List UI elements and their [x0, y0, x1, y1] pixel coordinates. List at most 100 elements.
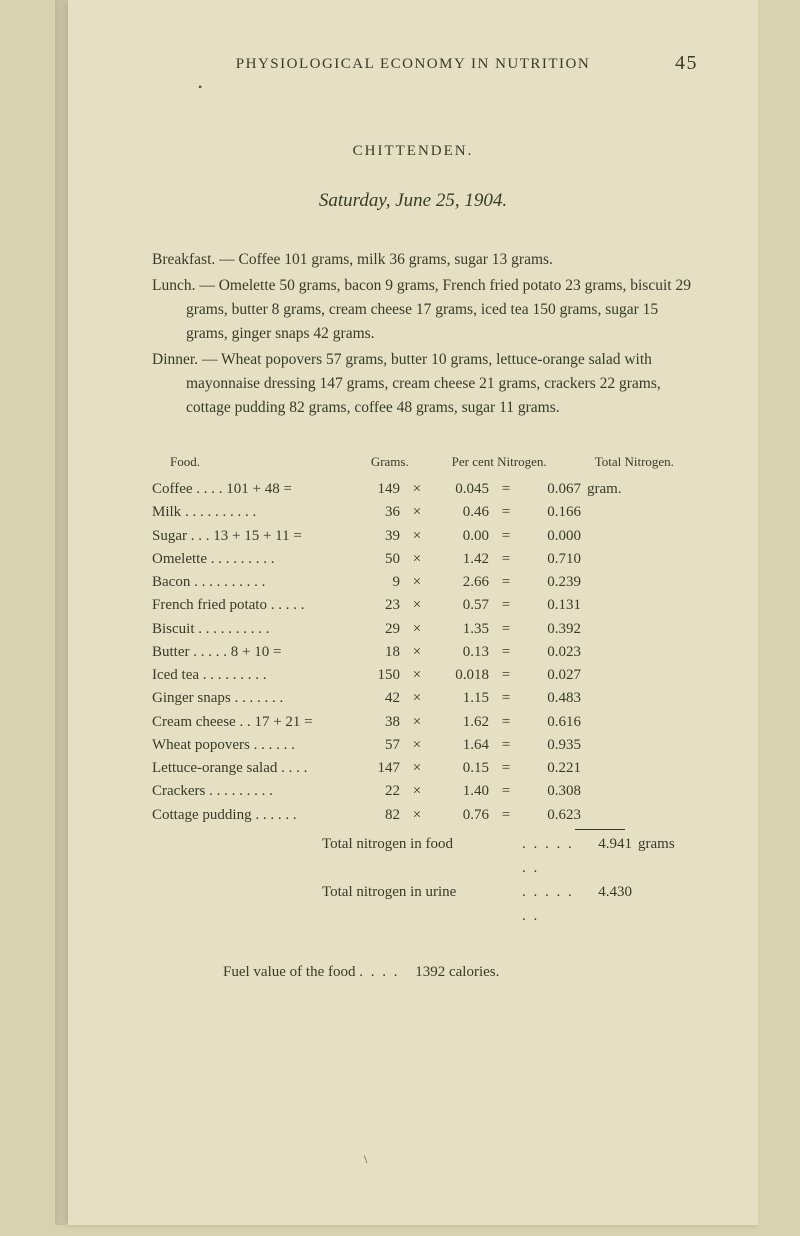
- cell-grams: 9: [360, 571, 400, 594]
- th-total: Total Nitrogen.: [571, 454, 698, 470]
- table-row: Ginger snaps . . . . . . .42×1.15=0.483: [152, 687, 698, 710]
- cell-percent-nitrogen: 0.15: [434, 757, 489, 780]
- food-name: Butter: [152, 644, 190, 660]
- times-symbol: ×: [400, 664, 434, 687]
- times-symbol: ×: [400, 548, 434, 571]
- cell-total-nitrogen: 0.616: [523, 711, 581, 734]
- food-calc: . . 13 + 15 + 11 =: [195, 528, 302, 544]
- table-row: Lettuce-orange salad . . . .147×0.15=0.2…: [152, 757, 698, 780]
- food-name: Cottage pudding: [152, 807, 252, 823]
- fuel-label: Fuel value of the food: [223, 964, 355, 980]
- page: PHYSIOLOGICAL ECONOMY IN NUTRITION 45 • …: [68, 0, 758, 1225]
- food-calc: . . . . .: [267, 597, 305, 613]
- equals-symbol: =: [489, 687, 523, 710]
- date-line: Saturday, June 25, 1904.: [68, 190, 758, 212]
- meal-label: Dinner.: [152, 351, 198, 368]
- cell-food: Milk . . . . . . . . . .: [152, 501, 360, 524]
- cell-grams: 36: [360, 501, 400, 524]
- equals-symbol: =: [489, 641, 523, 664]
- food-name: Cream cheese .: [152, 714, 243, 730]
- times-symbol: ×: [400, 571, 434, 594]
- cell-percent-nitrogen: 1.62: [434, 711, 489, 734]
- leader-dots: . . . . . . .: [522, 832, 580, 880]
- cell-percent-nitrogen: 0.46: [434, 501, 489, 524]
- cell-food: Butter . . . . . 8 + 10 =: [152, 641, 360, 664]
- times-symbol: ×: [400, 780, 434, 803]
- total-value: 4.430: [580, 880, 632, 928]
- cell-food: Cottage pudding . . . . . .: [152, 804, 360, 827]
- cell-grams: 82: [360, 804, 400, 827]
- cell-percent-nitrogen: 1.15: [434, 687, 489, 710]
- food-name: Omelette: [152, 551, 207, 567]
- cell-food: Sugar . . . 13 + 15 + 11 =: [152, 525, 360, 548]
- times-symbol: ×: [400, 804, 434, 827]
- fuel-line: Fuel value of the food . . . . 1392 calo…: [223, 964, 758, 981]
- table-row: Butter . . . . . 8 + 10 =18×0.13=0.023: [152, 641, 698, 664]
- times-symbol: ×: [400, 478, 434, 501]
- equals-symbol: =: [489, 711, 523, 734]
- meal-lunch: Lunch. — Omelette 50 grams, bacon 9 gram…: [186, 274, 692, 346]
- equals-symbol: =: [489, 780, 523, 803]
- cell-percent-nitrogen: 0.00: [434, 525, 489, 548]
- equals-symbol: =: [489, 501, 523, 524]
- cell-percent-nitrogen: 0.018: [434, 664, 489, 687]
- food-calc: . . . . . . .: [231, 690, 284, 706]
- times-symbol: ×: [400, 618, 434, 641]
- table-row: Cottage pudding . . . . . .82×0.76=0.623: [152, 804, 698, 827]
- cell-total-nitrogen: 0.308: [523, 780, 581, 803]
- running-head: PHYSIOLOGICAL ECONOMY IN NUTRITION 45: [68, 56, 758, 73]
- times-symbol: ×: [400, 757, 434, 780]
- cell-percent-nitrogen: 1.42: [434, 548, 489, 571]
- equals-symbol: =: [489, 734, 523, 757]
- leader-dots: . . . .: [359, 964, 405, 980]
- cell-total-nitrogen: 0.000: [523, 525, 581, 548]
- equals-symbol: =: [489, 478, 523, 501]
- cell-total-nitrogen: 0.067: [523, 478, 581, 501]
- food-calc: . . . . . . . . .: [207, 551, 275, 567]
- cell-percent-nitrogen: 0.045: [434, 478, 489, 501]
- totals-block: Total nitrogen in food . . . . . . . 4.9…: [322, 832, 698, 928]
- equals-symbol: =: [489, 594, 523, 617]
- food-name: Ginger snaps: [152, 690, 231, 706]
- stray-mark: \: [364, 1152, 367, 1167]
- table-row: Sugar . . . 13 + 15 + 11 =39×0.00=0.000: [152, 525, 698, 548]
- table-row: Coffee . . . . 101 + 48 =149×0.045=0.067…: [152, 478, 698, 501]
- page-number: 45: [675, 52, 698, 75]
- leader-dots: . . . . . . .: [522, 880, 580, 928]
- th-grams: Grams.: [371, 454, 428, 470]
- table-row: Bacon . . . . . . . . . .9×2.66=0.239: [152, 571, 698, 594]
- cell-total-nitrogen: 0.483: [523, 687, 581, 710]
- food-calc: . . . . . .: [250, 737, 295, 753]
- cell-grams: 42: [360, 687, 400, 710]
- fuel-value: 1392 calories.: [415, 964, 499, 980]
- th-pcn: Per cent Nitrogen.: [428, 454, 571, 470]
- food-name: Wheat popovers: [152, 737, 250, 753]
- cell-total-nitrogen: 0.239: [523, 571, 581, 594]
- table-row: Iced tea . . . . . . . . .150×0.018=0.02…: [152, 664, 698, 687]
- table-row: Crackers . . . . . . . . .22×1.40=0.308: [152, 780, 698, 803]
- total-unit: [632, 880, 638, 928]
- cell-percent-nitrogen: 1.35: [434, 618, 489, 641]
- cell-food: Omelette . . . . . . . . .: [152, 548, 360, 571]
- food-calc: . . . . . . . . . .: [195, 621, 270, 637]
- cell-food: Coffee . . . . 101 + 48 =: [152, 478, 360, 501]
- cell-total-nitrogen: 0.710: [523, 548, 581, 571]
- meal-text: — Coffee 101 grams, milk 36 grams, sugar…: [215, 251, 553, 268]
- equals-symbol: =: [489, 525, 523, 548]
- meals-section: Breakfast. — Coffee 101 grams, milk 36 g…: [152, 248, 692, 420]
- food-name: Crackers: [152, 783, 205, 799]
- author-heading: CHITTENDEN.: [68, 143, 758, 160]
- table-row: French fried potato . . . . .23×0.57=0.1…: [152, 594, 698, 617]
- meal-label: Lunch.: [152, 277, 195, 294]
- table-header: Food. Grams. Per cent Nitrogen. Total Ni…: [152, 454, 698, 470]
- cell-grams: 29: [360, 618, 400, 641]
- total-label: Total nitrogen in urine: [322, 880, 522, 928]
- food-calc: . . . . . . . . .: [205, 783, 273, 799]
- cell-food: French fried potato . . . . .: [152, 594, 360, 617]
- table-row: Omelette . . . . . . . . .50×1.42=0.710: [152, 548, 698, 571]
- cell-grams: 39: [360, 525, 400, 548]
- food-name: Coffee: [152, 481, 193, 497]
- cell-percent-nitrogen: 0.13: [434, 641, 489, 664]
- cell-percent-nitrogen: 0.57: [434, 594, 489, 617]
- cell-grams: 147: [360, 757, 400, 780]
